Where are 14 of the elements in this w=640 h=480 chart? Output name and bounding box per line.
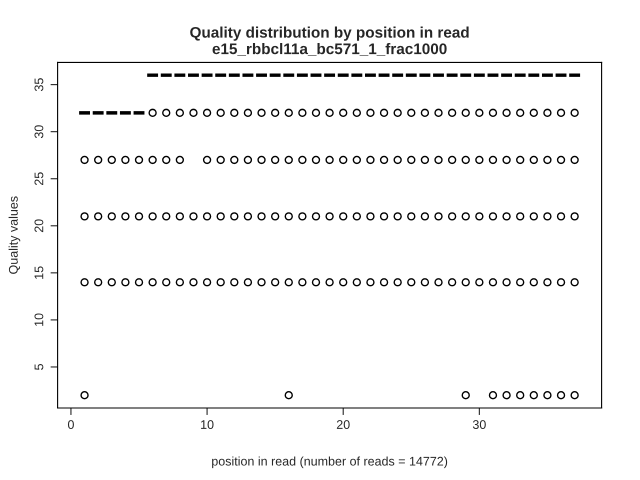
y-tick-label: 5	[34, 364, 44, 370]
x-tick-label: 0	[68, 420, 74, 429]
y-tick-label: 35	[34, 78, 44, 92]
x-tick-label: 10	[201, 420, 214, 429]
x-axis-title: position in read (number of reads = 14772)	[212, 456, 448, 468]
x-tick-label: 20	[336, 420, 350, 429]
y-tick-label: 15	[34, 266, 44, 279]
y-axis-title: Quality values	[8, 196, 20, 274]
x-tick-label: 30	[472, 420, 486, 429]
chart-title: Quality distribution by position in read e15_rbbcl11a_bc571_1_frac1000	[190, 26, 469, 56]
y-tick-label: 30	[34, 125, 44, 138]
y-tick-label: 10	[34, 313, 44, 326]
y-tick-label: 25	[34, 172, 44, 186]
y-tick-label: 20	[34, 219, 44, 232]
